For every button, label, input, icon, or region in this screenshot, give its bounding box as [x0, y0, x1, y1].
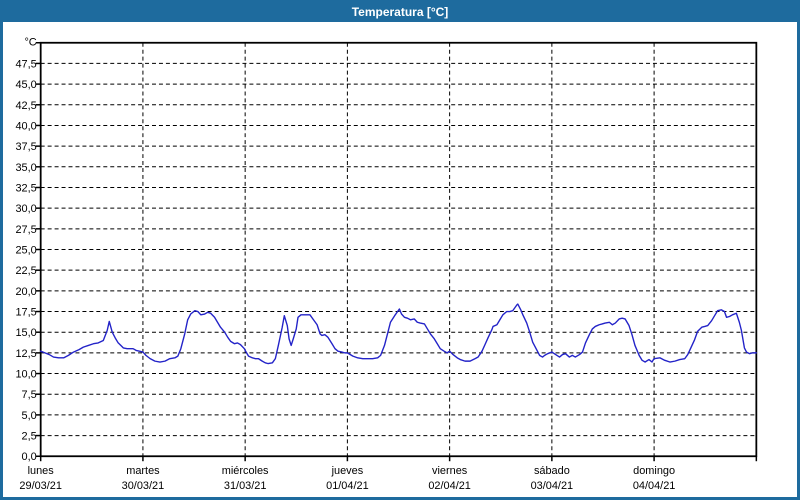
title-bar: Temperatura [°C] — [3, 3, 797, 22]
x-axis-day-label: martes — [126, 465, 160, 477]
y-axis-label: 20,0 — [15, 286, 36, 298]
y-axis-label: 0,0 — [22, 451, 37, 463]
y-axis-label: 45,0 — [15, 79, 36, 91]
y-axis-label: 35,0 — [15, 162, 36, 174]
x-axis-day-label: miércoles — [222, 465, 269, 477]
x-axis-date-label: 03/04/21 — [531, 480, 574, 492]
chart-title: Temperatura [°C] — [351, 5, 449, 19]
y-axis-label: 30,0 — [15, 203, 36, 215]
temperature-chart: 47,5 45,0 42,5 40,0 37,5 35,0 32,5 30,0 27,5 25,0… — [15, 37, 758, 492]
y-axis-label: 22,5 — [15, 265, 36, 277]
y-axis-label: 17,5 — [15, 307, 36, 319]
y-axis-label: 7,5 — [22, 389, 37, 401]
temperature-line — [39, 303, 758, 365]
x-axis-date-label: 30/03/21 — [122, 480, 165, 492]
y-axis-label: 47,5 — [15, 58, 36, 70]
x-axis-day-label: sábado — [534, 465, 570, 477]
x-axis-day-label: domingo — [633, 465, 675, 477]
x-axis-date-label: 02/04/21 — [428, 480, 471, 492]
y-axis-label: 15,0 — [15, 327, 36, 339]
x-axis-day-label: viernes — [432, 465, 468, 477]
x-axis-date-label: 29/03/21 — [19, 480, 62, 492]
x-axis-date-label: 04/04/21 — [633, 480, 676, 492]
y-axis-label: 2,5 — [22, 431, 37, 443]
y-axis-label: 12,5 — [15, 348, 36, 360]
y-axis-label: 42,5 — [15, 100, 36, 112]
x-axis-date-label: 01/04/21 — [326, 480, 369, 492]
x-axis-day-label: lunes — [28, 465, 55, 477]
x-axis-date-label: 31/03/21 — [224, 480, 267, 492]
y-axis-label: 10,0 — [15, 369, 36, 381]
y-axis-label: 32,5 — [15, 182, 36, 194]
plot-area-border — [39, 41, 758, 458]
y-axis-label: 40,0 — [15, 120, 36, 132]
y-axis-unit-label: °C — [24, 37, 36, 49]
y-axis-label: 25,0 — [15, 244, 36, 256]
y-axis-label: 27,5 — [15, 224, 36, 236]
y-axis-label: 37,5 — [15, 141, 36, 153]
x-axis-day-label: jueves — [331, 465, 364, 477]
y-axis-label: 5,0 — [22, 410, 37, 422]
